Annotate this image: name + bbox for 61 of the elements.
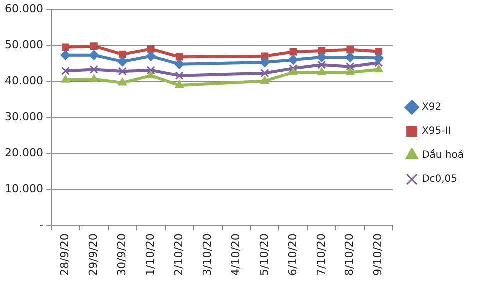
point (316, 52, 327, 62)
point (62, 44, 70, 52)
point (375, 48, 383, 56)
point (118, 50, 126, 58)
point (90, 74, 99, 82)
point (346, 62, 355, 72)
x-tick-label: 30/9/20 (116, 234, 129, 276)
y-tick-label: 40.000 (4, 74, 44, 88)
point (118, 56, 128, 67)
point (174, 59, 185, 70)
point (90, 65, 98, 74)
x-tick-label: 3/10/20 (200, 234, 214, 276)
x-tick-label: 1/10/20 (144, 234, 157, 276)
x-tick-label: 2/10/20 (172, 234, 186, 276)
legend-label: X95-II (422, 126, 452, 138)
point (288, 55, 298, 65)
point (146, 51, 156, 62)
y-tick-label: 20.000 (4, 146, 44, 160)
point (175, 72, 184, 80)
y-tick-label: - (40, 218, 44, 232)
y-tick-label: 60.000 (4, 2, 44, 16)
x-tick-label: 28/9/20 (58, 234, 72, 276)
x-tick-label: 7/10/20 (314, 234, 328, 276)
x-tick-label: 8/10/20 (343, 234, 356, 276)
point (90, 42, 98, 50)
point (89, 50, 100, 60)
point (260, 58, 270, 68)
point (318, 60, 326, 70)
point (318, 68, 326, 76)
point (345, 52, 356, 62)
point (118, 67, 127, 76)
x-tick-label: 5/10/20 (258, 234, 271, 276)
point (176, 53, 184, 61)
y-tick-label: 50.000 (4, 38, 44, 52)
point (260, 76, 270, 84)
point (175, 80, 184, 88)
y-tick-label: 30.000 (4, 110, 44, 124)
point (118, 78, 128, 86)
point (260, 69, 270, 78)
legend-label: X92 (422, 102, 442, 114)
x-tick-label: 29/9/20 (87, 234, 100, 276)
point (289, 64, 298, 73)
point (374, 53, 384, 64)
y-tick-label: 10.000 (4, 182, 44, 196)
point (61, 66, 70, 76)
x-tick-label: 9/10/20 (372, 234, 385, 276)
x-tick-label: 4/10/20 (229, 234, 242, 276)
point (147, 46, 155, 53)
point (374, 58, 384, 68)
point (374, 64, 384, 72)
legend-label: Dc0,05 (422, 174, 458, 186)
point (146, 66, 156, 75)
legend-label: Dầu hoả (422, 149, 464, 162)
point (61, 75, 70, 83)
x-tick-label: 6/10/20 (286, 234, 300, 276)
point (289, 68, 298, 76)
point (290, 48, 298, 56)
point (60, 50, 71, 60)
point (146, 70, 156, 79)
point (346, 68, 355, 76)
point (346, 46, 354, 54)
